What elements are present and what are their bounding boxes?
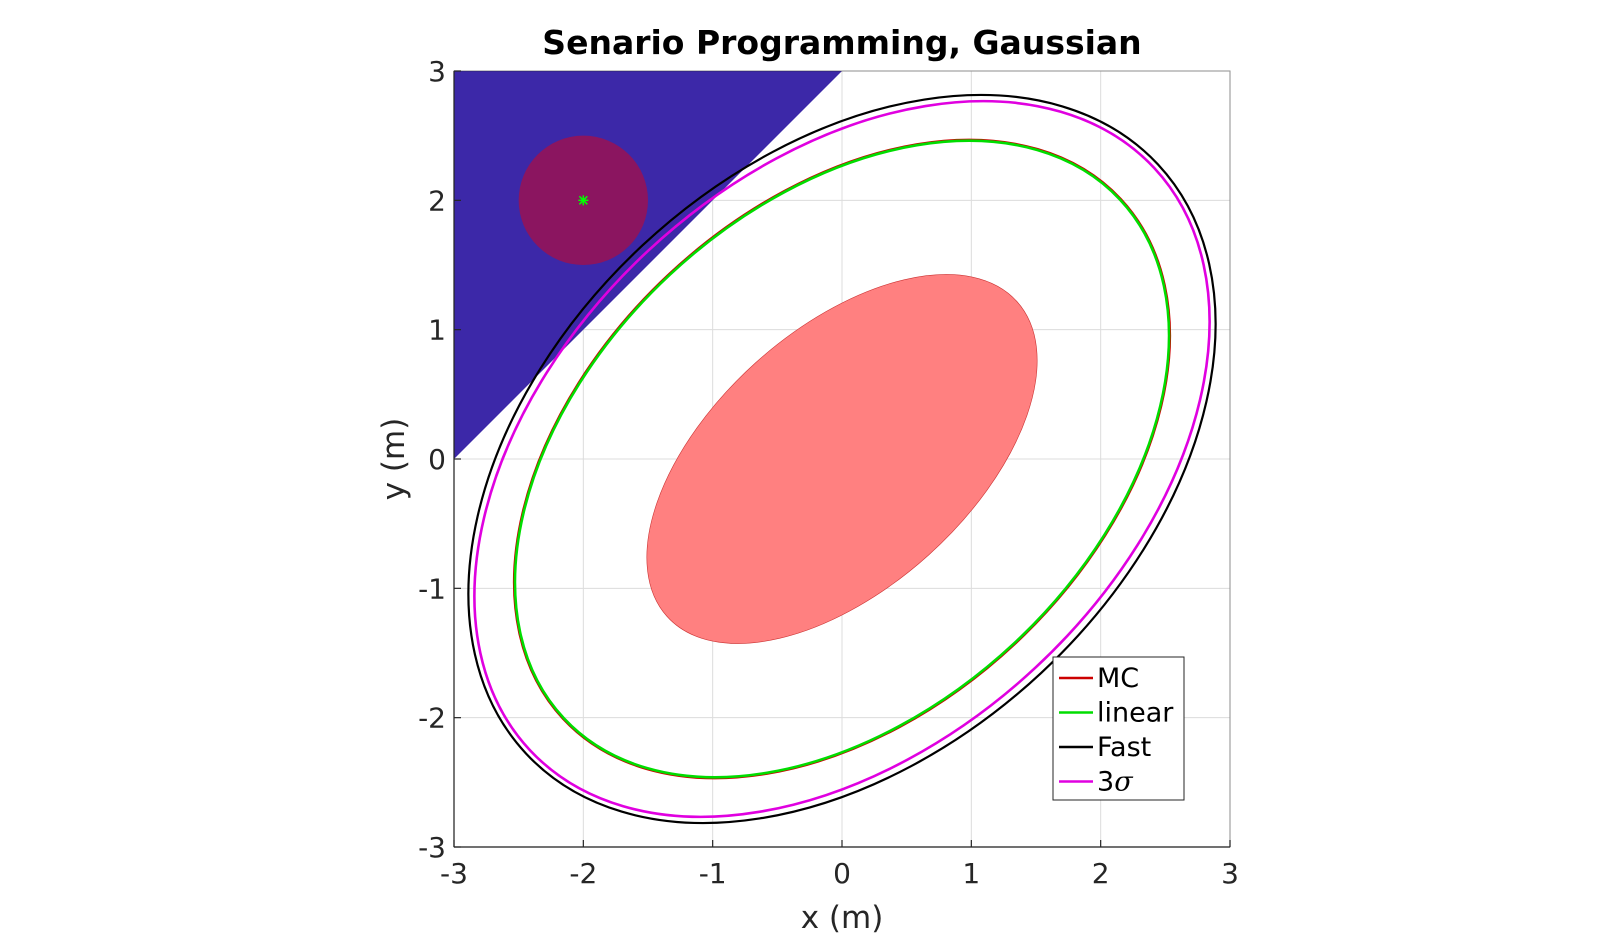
legend-label-3sigma: 3σ [1097,767,1134,798]
x-tick-label-3: 0 [833,857,851,890]
y-tick-label-2: 1 [428,314,446,347]
y-tick-label-5: -2 [418,702,446,735]
obstacle-center-marker [578,195,589,206]
x-tick-label-6: 3 [1221,857,1239,890]
inner-region [646,274,1038,644]
legend-label-mc: MC [1097,663,1139,694]
legend-sigma-symbol: σ [1114,767,1134,798]
legend-box [1052,656,1185,801]
x-axis-label: x (m) [801,900,884,936]
y-axis-label: y (m) [376,418,412,501]
y-tick-label-1: 2 [428,184,446,217]
data-layer [454,71,1217,825]
tick-layer: -3 -2 -1 0 1 2 3 3 2 1 0 -1 -2 -3 [418,55,1239,890]
y-tick-label-6: -3 [418,831,446,864]
legend-label-fast: Fast [1097,732,1151,763]
chart-title: Senario Programming, Gaussian [542,23,1141,62]
series-linear-curve [513,139,1171,779]
center-marker-stroke-3 [578,195,588,205]
x-tick-label-2: -1 [699,857,727,890]
y-tick-label-3: 0 [428,443,446,476]
x-tick-label-0: -3 [440,857,468,890]
series-3sigma-curve [473,99,1211,819]
x-tick-label-4: 1 [962,857,980,890]
x-tick-label-1: -2 [569,857,597,890]
y-tick-label-4: -1 [418,572,446,605]
series-layer [467,93,1217,825]
legend-label-linear: linear [1097,698,1174,729]
x-tick-label-5: 2 [1092,857,1110,890]
y-tick-label-0: 3 [428,55,446,88]
series-fast-curve [467,93,1217,825]
